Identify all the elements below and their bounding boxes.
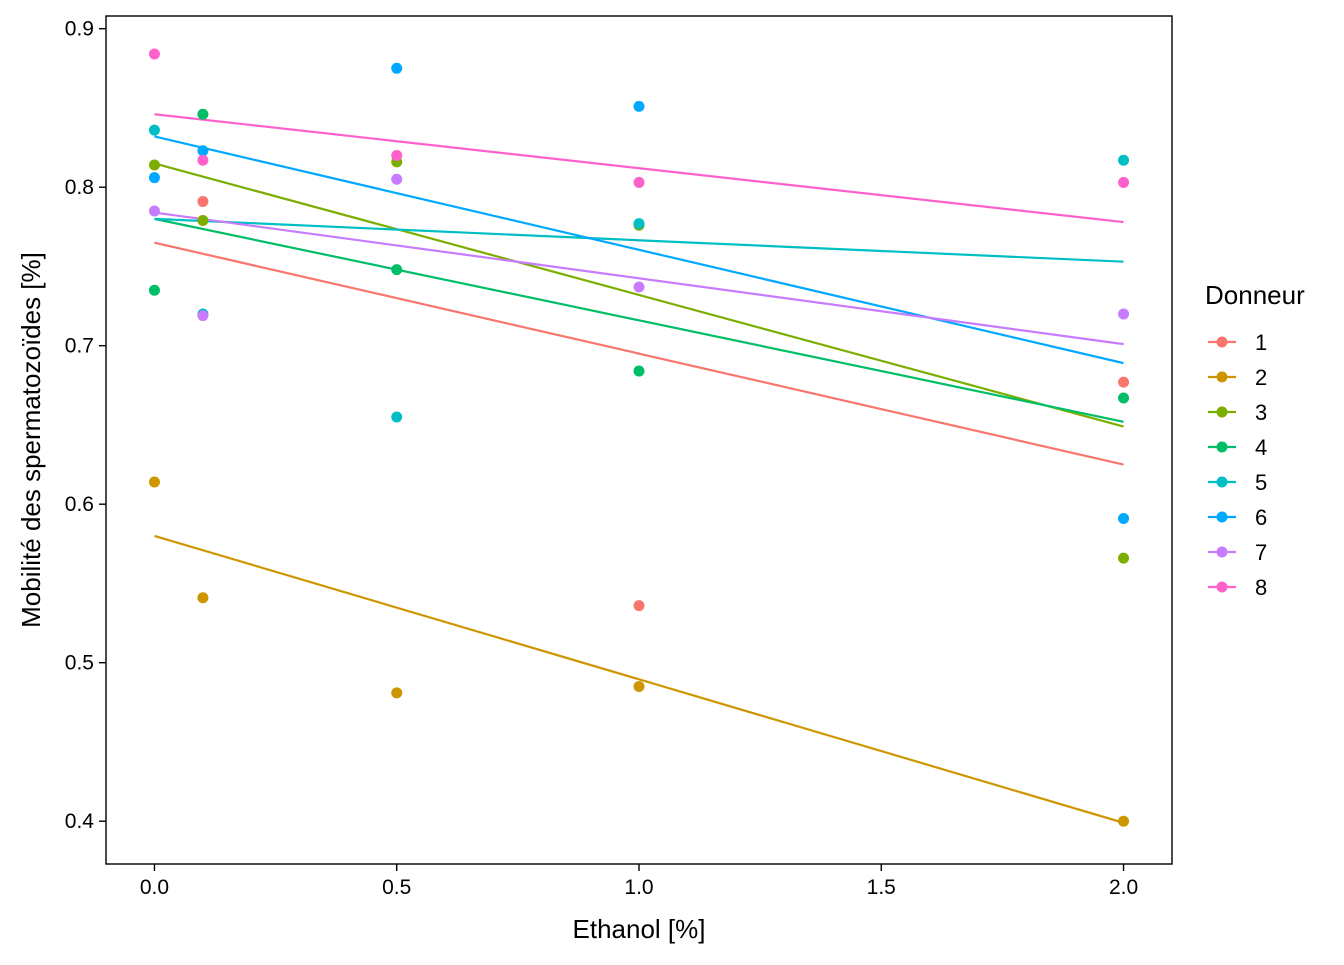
x-axis-title: Ethanol [%] xyxy=(573,914,706,944)
point-donneur-2 xyxy=(391,687,403,699)
point-donneur-7 xyxy=(197,310,209,322)
point-donneur-2 xyxy=(197,592,209,604)
x-tick-label: 0.0 xyxy=(140,876,169,899)
legend-label-donneur-4: 4 xyxy=(1255,435,1267,460)
x-axis: 0.0 0.5 1.0 1.5 2.0 xyxy=(140,864,1138,899)
point-donneur-1 xyxy=(197,195,209,207)
legend-label-donneur-8: 8 xyxy=(1255,575,1267,600)
legend-key-point xyxy=(1216,371,1228,383)
legend-label-donneur-2: 2 xyxy=(1255,365,1267,390)
point-donneur-2 xyxy=(1118,815,1130,827)
point-donneur-5 xyxy=(148,124,160,136)
legend-key-point xyxy=(1216,406,1228,418)
legend-label-donneur-7: 7 xyxy=(1255,540,1267,565)
legend-label-donneur-1: 1 xyxy=(1255,330,1267,355)
fit-line-donneur-3 xyxy=(154,162,1124,428)
y-tick-label: 0.7 xyxy=(65,335,94,358)
legend-key-point xyxy=(1216,581,1228,593)
legend-key-point xyxy=(1216,336,1228,348)
fit-line-donneur-2 xyxy=(154,534,1124,824)
legend-label-donneur-5: 5 xyxy=(1255,470,1267,495)
fit-lines xyxy=(154,113,1124,824)
point-donneur-4 xyxy=(197,108,209,120)
legend-title: Donneur xyxy=(1205,280,1305,310)
point-donneur-3 xyxy=(197,214,209,226)
point-donneur-6 xyxy=(391,62,403,74)
point-donneur-8 xyxy=(1118,176,1130,188)
point-donneur-4 xyxy=(148,284,160,296)
fit-line-donneur-6 xyxy=(154,135,1124,365)
fit-line-donneur-5 xyxy=(154,217,1124,263)
fit-line-donneur-4 xyxy=(154,217,1124,423)
legend-label-donneur-6: 6 xyxy=(1255,505,1267,530)
y-axis: 0.4 0.5 0.6 0.7 0.8 0.9 xyxy=(65,18,106,833)
point-donneur-4 xyxy=(1118,392,1130,404)
fit-line-donneur-1 xyxy=(154,241,1124,466)
y-tick-label: 0.9 xyxy=(65,18,94,41)
point-donneur-4 xyxy=(633,365,645,377)
point-donneur-7 xyxy=(391,173,403,185)
fit-line-donneur-8 xyxy=(154,113,1124,224)
point-donneur-1 xyxy=(633,600,645,612)
y-tick-label: 0.6 xyxy=(65,493,94,516)
point-donneur-4 xyxy=(391,264,403,276)
legend-key-point xyxy=(1216,511,1228,523)
point-donneur-6 xyxy=(197,145,209,157)
y-tick-label: 0.4 xyxy=(65,810,95,833)
legend-label-donneur-3: 3 xyxy=(1255,400,1267,425)
x-tick-label: 1.0 xyxy=(624,876,653,899)
point-donneur-2 xyxy=(633,680,645,692)
legend-key-point xyxy=(1216,441,1228,453)
point-donneur-8 xyxy=(633,176,645,188)
point-donneur-3 xyxy=(1118,552,1130,564)
point-donneur-7 xyxy=(633,281,645,293)
fit-line-donneur-7 xyxy=(154,211,1124,346)
legend-key-point xyxy=(1216,476,1228,488)
x-tick-label: 0.5 xyxy=(382,876,411,899)
point-donneur-3 xyxy=(148,159,160,171)
point-donneur-6 xyxy=(1118,512,1130,524)
data-points xyxy=(148,48,1130,827)
point-donneur-5 xyxy=(1118,154,1130,166)
y-axis-title: Mobilité des spermatozoïdes [%] xyxy=(16,252,46,628)
point-donneur-8 xyxy=(391,149,403,161)
point-donneur-5 xyxy=(633,218,645,230)
point-donneur-7 xyxy=(148,205,160,217)
point-donneur-2 xyxy=(148,476,160,488)
point-donneur-6 xyxy=(633,100,645,112)
y-tick-label: 0.8 xyxy=(65,176,94,199)
point-donneur-8 xyxy=(148,48,160,60)
point-donneur-1 xyxy=(1118,376,1130,388)
legend: Donneur 1 2 3 4 5 6 7 8 xyxy=(1205,280,1305,600)
x-tick-label: 2.0 xyxy=(1109,876,1138,899)
point-donneur-5 xyxy=(391,411,403,423)
y-tick-label: 0.5 xyxy=(65,652,94,675)
point-donneur-8 xyxy=(197,154,209,166)
point-donneur-7 xyxy=(1118,308,1130,320)
point-donneur-6 xyxy=(148,172,160,184)
legend-key-point xyxy=(1216,546,1228,558)
x-tick-label: 1.5 xyxy=(867,876,896,899)
